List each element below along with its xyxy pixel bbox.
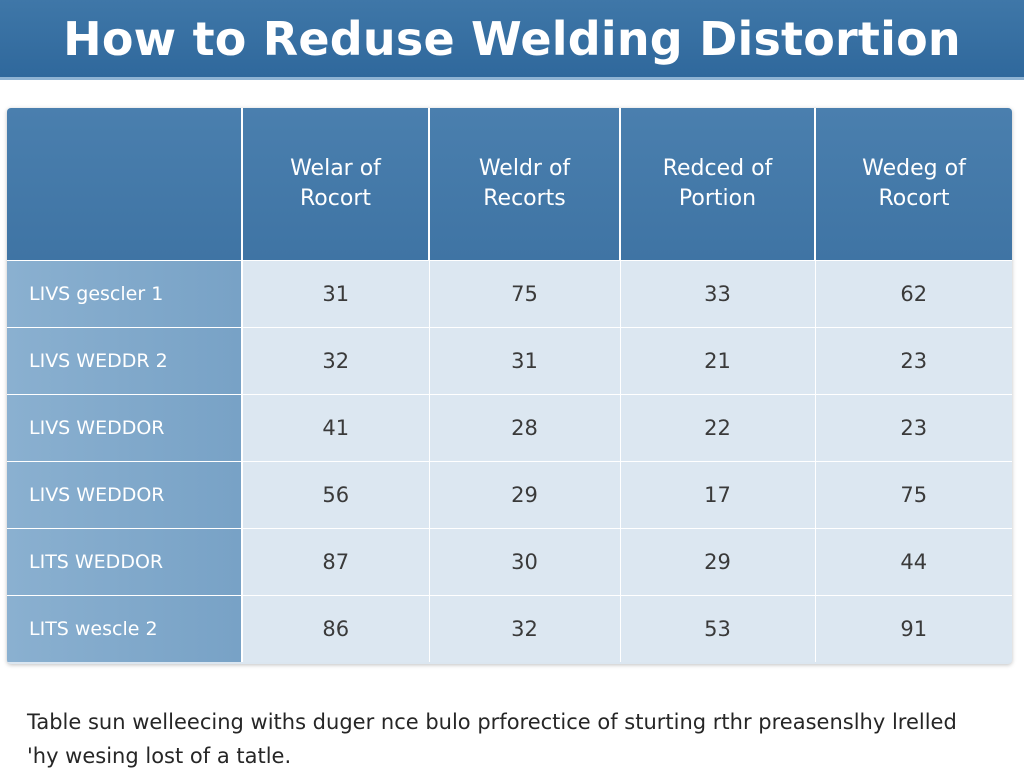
table-cell: 22	[619, 393, 815, 461]
table-cell: 62	[814, 259, 1012, 327]
header-cell-col3: Redced of Portion	[619, 108, 815, 260]
header-cell-col4: Wedeg of Rocort	[814, 108, 1012, 260]
table-cell: 31	[241, 259, 429, 327]
row-label: LITS WEDDOR	[7, 527, 243, 595]
table-cell: 23	[814, 326, 1012, 394]
title-banner: How to Reduse Welding Distortion	[0, 0, 1024, 80]
row-label: LIVS WEDDOR	[7, 393, 243, 461]
header-cell-col1: Welar of Rocort	[241, 108, 429, 260]
header-cell-corner	[7, 108, 242, 260]
row-label: LITS wescle 2	[7, 594, 243, 662]
table-cell: 29	[619, 527, 815, 595]
table-cell: 30	[428, 527, 620, 595]
table-row: LIVS WEDDOR 56 29 17 75	[7, 460, 1012, 528]
table-cell: 91	[814, 594, 1012, 662]
table-cell: 75	[428, 259, 620, 327]
header-label: Redced of Portion	[662, 155, 773, 211]
table-caption: Table sun welleecing withs duger nce bul…	[27, 710, 957, 768]
table-cell: 23	[814, 393, 1012, 461]
table-row: LIVS WEDDOR 41 28 22 23	[7, 393, 1012, 461]
table-cell: 56	[241, 460, 429, 528]
table-row: LIVS WEDDR 2 32 31 21 23	[7, 326, 1012, 394]
header-label: Welar of Rocort	[290, 155, 381, 211]
row-label: LIVS WEDDOR	[7, 460, 243, 528]
table-row: LITS WEDDOR 87 30 29 44	[7, 527, 1012, 595]
table-header-row: Welar of Rocort Weldr of Recorts Redced …	[7, 108, 1012, 260]
table-cell: 86	[241, 594, 429, 662]
table-cell: 53	[619, 594, 815, 662]
table-cell: 44	[814, 527, 1012, 595]
table-cell: 21	[619, 326, 815, 394]
table-cell: 41	[241, 393, 429, 461]
table-cell: 75	[814, 460, 1012, 528]
data-table: Welar of Rocort Weldr of Recorts Redced …	[7, 108, 1012, 664]
table-row: LITS wescle 2 86 32 53 91	[7, 594, 1012, 662]
header-label: Wedeg of Rocort	[862, 155, 966, 211]
header-cell-col2: Weldr of Recorts	[428, 108, 620, 260]
table-cell: 17	[619, 460, 815, 528]
table-row: LIVS gescler 1 31 75 33 62	[7, 259, 1012, 327]
table-cell: 29	[428, 460, 620, 528]
page-title: How to Reduse Welding Distortion	[63, 12, 961, 66]
header-label: Weldr of Recorts	[478, 155, 571, 211]
table-cell: 28	[428, 393, 620, 461]
table-cell: 87	[241, 527, 429, 595]
row-label: LIVS WEDDR 2	[7, 326, 243, 394]
table-cell: 31	[428, 326, 620, 394]
table-cell: 32	[428, 594, 620, 662]
table-cell: 32	[241, 326, 429, 394]
table-cell: 33	[619, 259, 815, 327]
row-label: LIVS gescler 1	[7, 259, 243, 327]
distortion-table: Welar of Rocort Weldr of Recorts Redced …	[7, 108, 1012, 662]
